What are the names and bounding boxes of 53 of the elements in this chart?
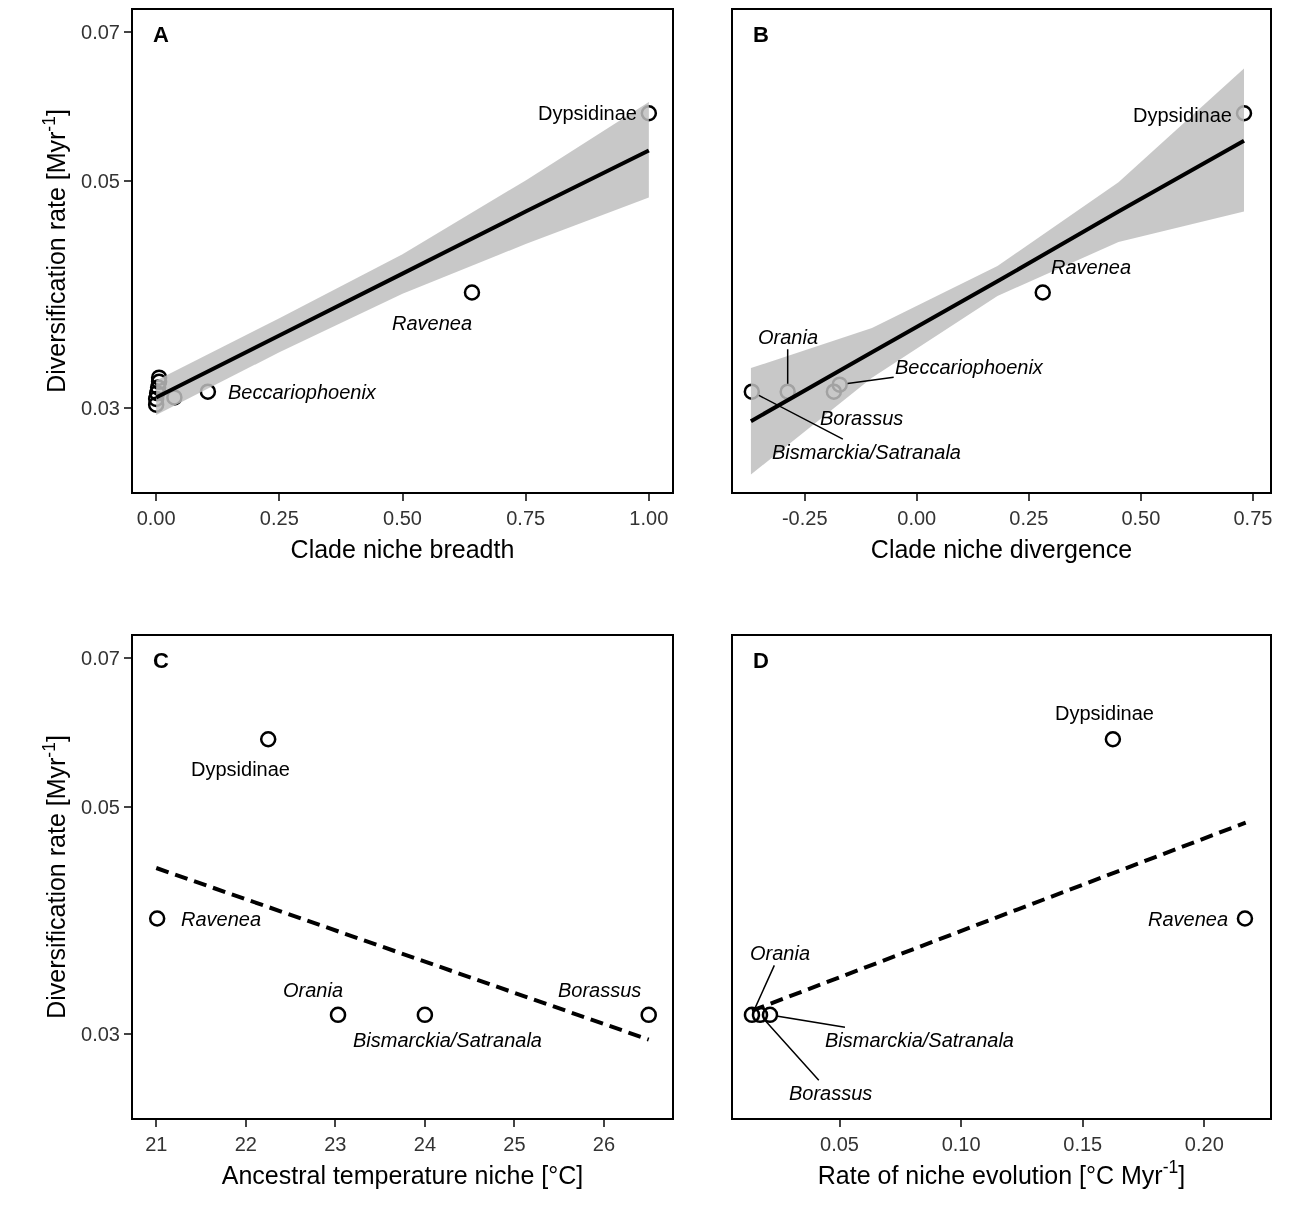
- annotation: Borassus: [820, 407, 904, 429]
- x-tick-label: 26: [592, 1133, 616, 1155]
- x-tick-label: 0.05: [820, 1133, 859, 1155]
- annotation: Borassus: [558, 979, 642, 1001]
- annotation: Ravenea: [181, 908, 262, 930]
- annotation: Orania: [758, 326, 819, 348]
- x-tick-label: 0.50: [383, 507, 422, 529]
- annotation: Bismarckia/Satranala: [353, 1029, 542, 1051]
- y-tick-label: 0.03: [81, 396, 120, 419]
- x-tick-label: 0.10: [941, 1133, 981, 1155]
- y-tick-label: 0.07: [81, 647, 120, 670]
- text: B: [753, 22, 769, 47]
- x-tick-label: 0.50: [1121, 507, 1161, 529]
- annotation: Orania: [283, 979, 344, 1001]
- text: A: [153, 22, 169, 47]
- x-tick-label: 0.25: [259, 507, 299, 529]
- annotation: Bismarckia/Satranala: [772, 441, 961, 463]
- annotation: Dypsidinae: [538, 102, 637, 124]
- annotation: Bismarckia/Satranala: [825, 1029, 1014, 1051]
- text: C: [153, 648, 169, 673]
- x-tick-label: 0.75: [506, 507, 546, 529]
- y-tick-label: 0.05: [81, 170, 120, 193]
- x-tick-label: 0.25: [1009, 507, 1049, 529]
- annotation: Ravenea: [392, 312, 473, 334]
- x-axis-title: Clade niche divergence: [870, 534, 1133, 563]
- x-axis-title: Ancestral temperature niche [°C]: [221, 1160, 584, 1189]
- x-tick-label: 1.00: [629, 507, 669, 529]
- annotation: Borassus: [789, 1082, 873, 1104]
- y-tick-label: 0.07: [81, 21, 120, 44]
- annotation: Beccariophoenix: [895, 356, 1044, 378]
- x-tick-label: 0.20: [1184, 1133, 1224, 1155]
- annotation: Ravenea: [1051, 256, 1132, 278]
- x-tick-label: 0.15: [1063, 1133, 1103, 1155]
- annotation: Dypsidinae: [1055, 702, 1154, 724]
- x-tick-label: 23: [324, 1133, 347, 1155]
- x-tick-label: 21: [145, 1133, 168, 1155]
- annotation: Dypsidinae: [1133, 104, 1232, 126]
- x-axis-title: Clade niche breadth: [290, 534, 515, 563]
- annotation: Dypsidinae: [191, 758, 290, 780]
- y-tick-label: 0.03: [81, 1022, 120, 1045]
- x-axis-title: Rate of niche evolution [°C Myr$^{-1}$]: [817, 1157, 1186, 1189]
- x-tick-label: 0.00: [897, 507, 937, 529]
- y-tick-label: 0.05: [81, 796, 120, 819]
- x-tick-label: 0.00: [136, 507, 176, 529]
- annotation: Beccariophoenix: [228, 381, 377, 403]
- x-tick-label: -0.25: [781, 507, 828, 529]
- annotation: Ravenea: [1148, 908, 1229, 930]
- x-tick-label: 22: [234, 1133, 257, 1155]
- text: D: [753, 648, 769, 673]
- x-tick-label: 24: [413, 1133, 437, 1155]
- x-tick-label: 25: [503, 1133, 526, 1155]
- x-tick-label: 0.75: [1233, 507, 1273, 529]
- annotation: Orania: [750, 942, 811, 964]
